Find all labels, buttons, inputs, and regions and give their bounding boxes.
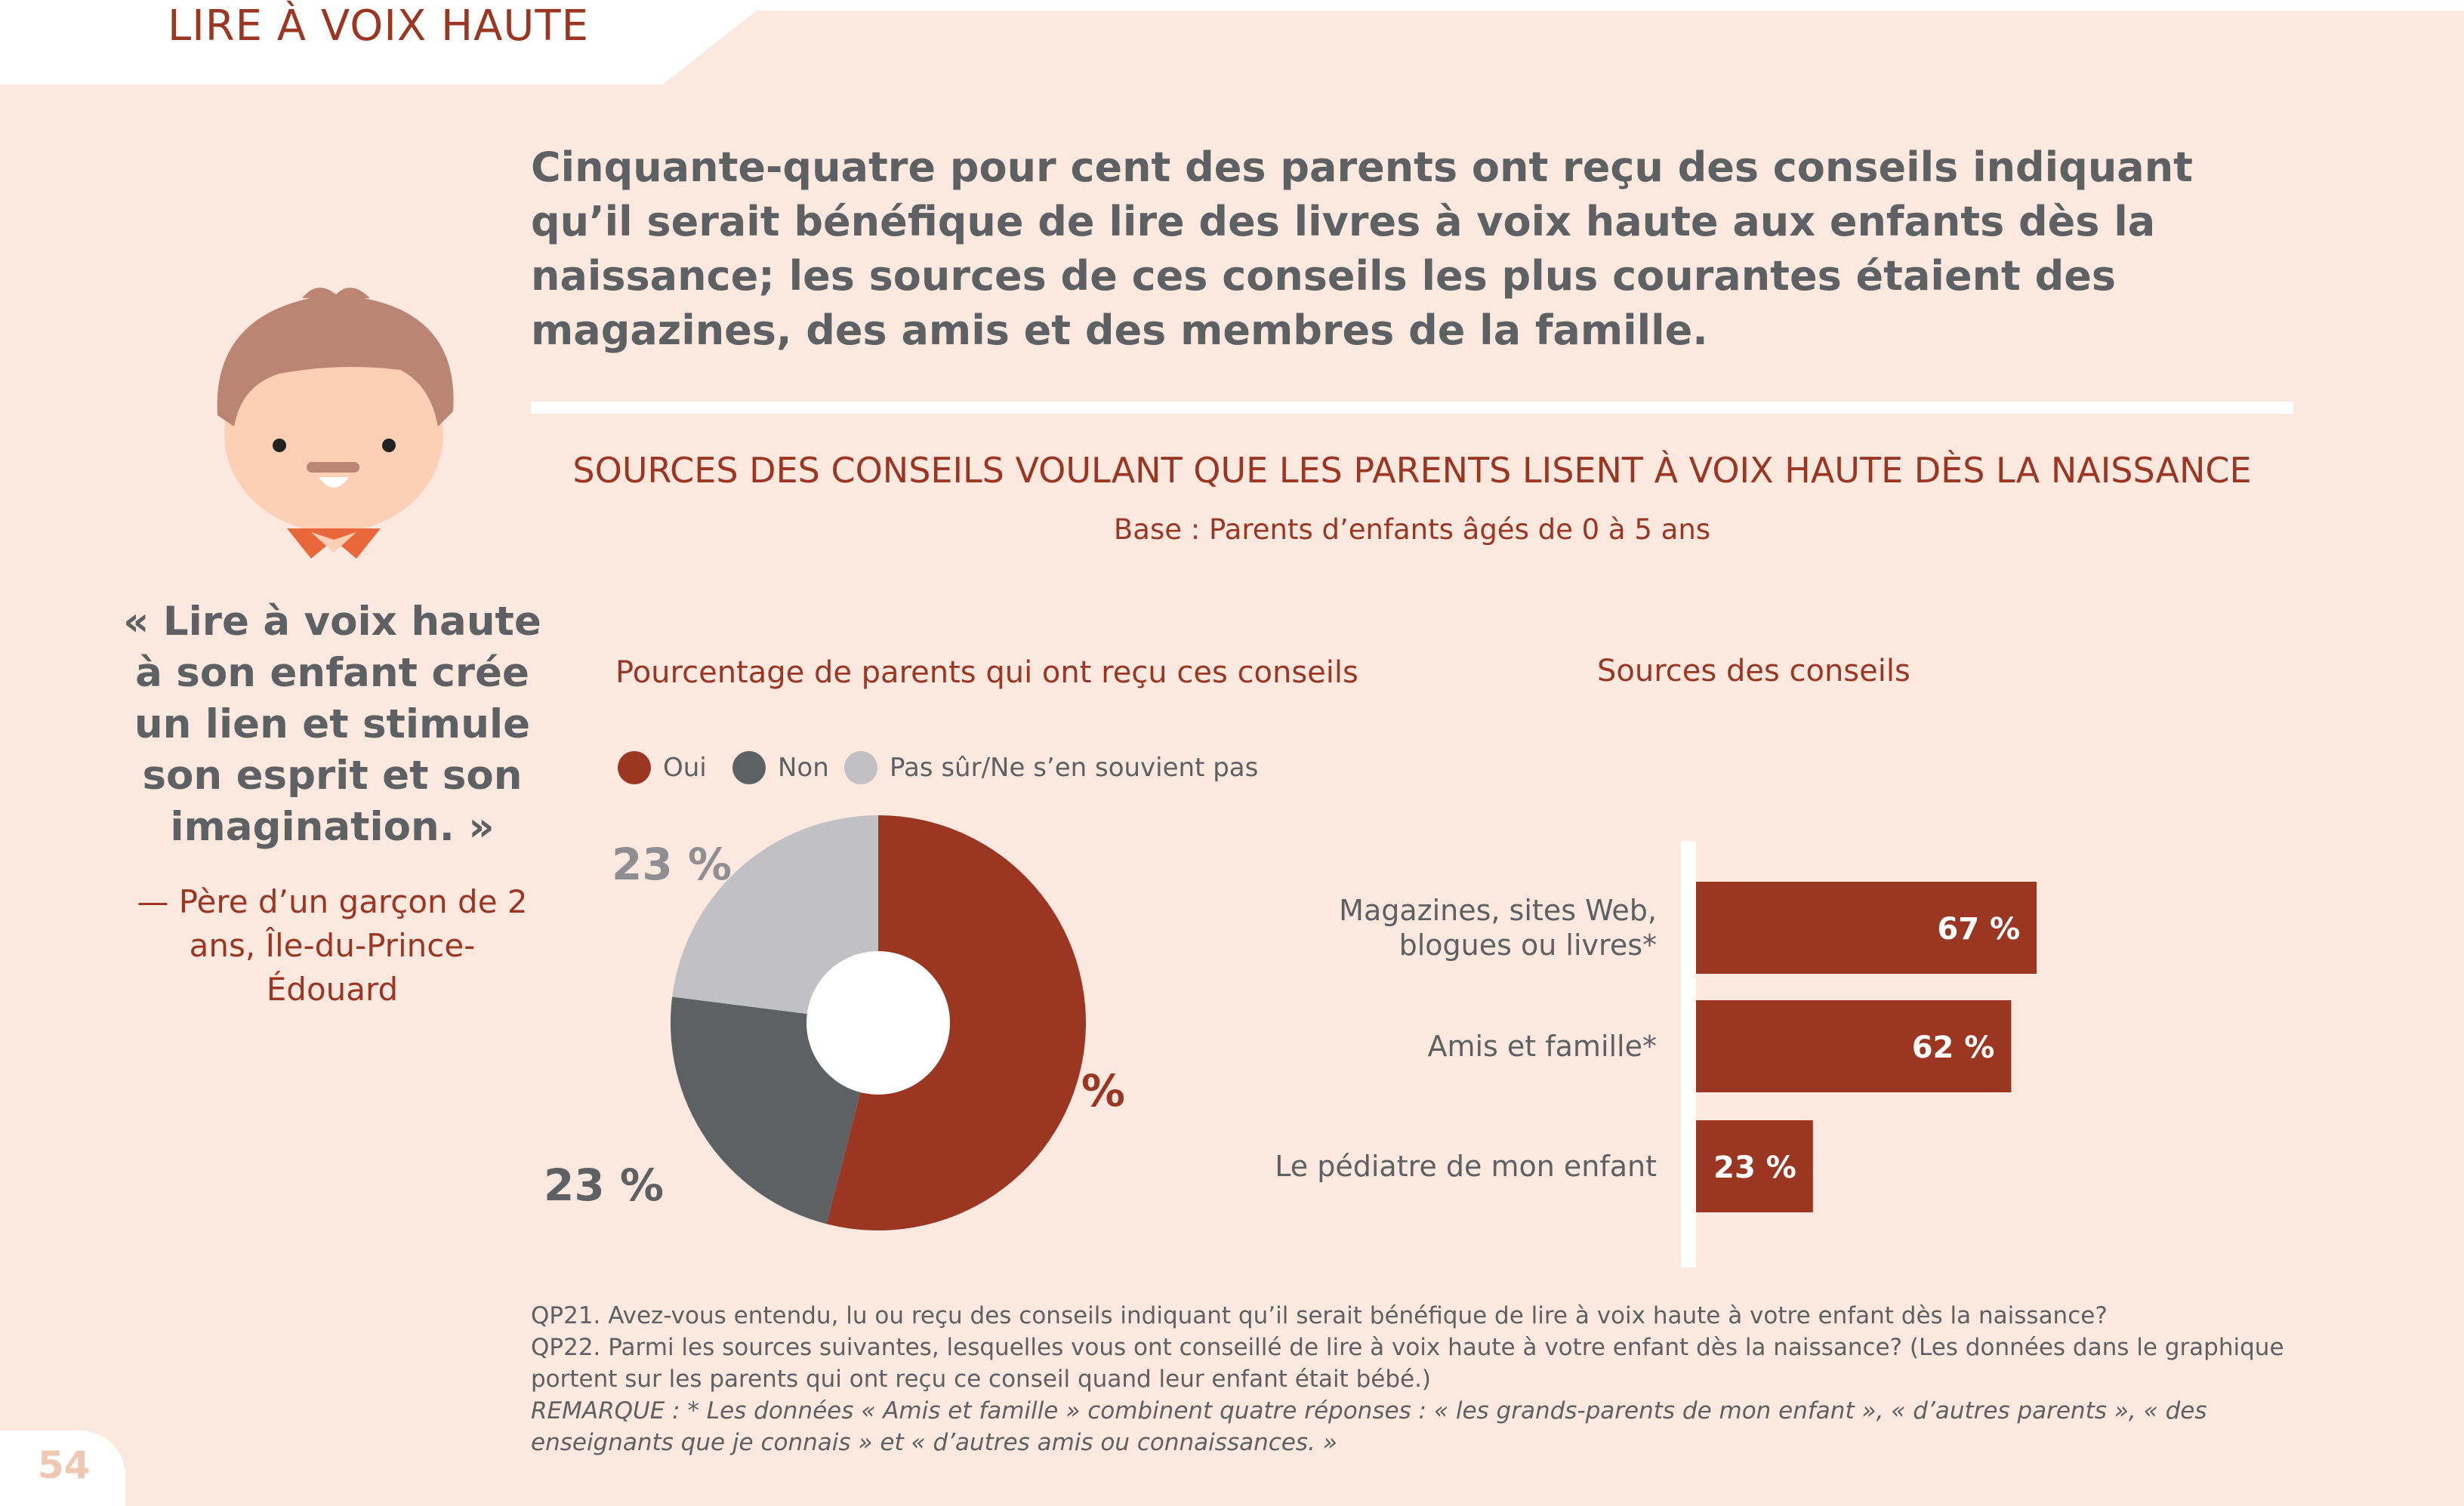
father-avatar-icon <box>217 288 454 559</box>
bar-2 <box>1696 1000 2012 1092</box>
smile <box>319 477 349 488</box>
legend-item-non: Non <box>732 750 829 786</box>
left-eye <box>273 439 286 452</box>
face-shape <box>224 336 443 532</box>
legend-dot-non <box>732 751 766 784</box>
bar-1 <box>1696 882 2037 974</box>
bar-chart: 67 % Magazines, sites Web, blogues ou livr… <box>1275 882 2037 1212</box>
legend-label-non: Non <box>778 753 829 783</box>
page-number: 54 <box>38 1443 91 1487</box>
chart-base: Base : Parents d’enfants âgés de 0 à 5 a… <box>1113 513 1711 546</box>
hair-shape <box>217 294 454 427</box>
donut-chart: 54 % 23 % 23 % <box>544 815 1125 1230</box>
legend-item-pas-sur: Pas sûr/Ne s’en souvient pas <box>844 750 1258 786</box>
bar-category-label-1: Magazines, sites Web, blogues ou livres* <box>1339 894 1657 962</box>
legend-item-oui: Oui <box>618 750 707 786</box>
bar-3 <box>1696 1120 1813 1212</box>
neck <box>311 532 356 553</box>
page-number-tab <box>0 1431 125 1506</box>
legend-dot-pas-sur <box>844 751 877 784</box>
mustache <box>307 462 359 473</box>
divider-rule <box>531 402 2293 414</box>
legend-dot-oui <box>618 751 651 784</box>
donut-slice-pas-sur <box>672 815 878 1023</box>
right-eye <box>382 439 396 452</box>
quote-attribution: — Père d’un garçon de 2 ans, Île-du-Prin… <box>137 883 528 1008</box>
note-qp21: QP21. Avez-vous entendu, lu ou reçu des … <box>531 1302 2108 1329</box>
notes: QP21. Avez-vous entendu, lu ou reçu des … <box>531 1300 2298 1458</box>
bar-value-label-1: 67 % <box>1937 912 2020 947</box>
note-qp22: QP22. Parmi les sources suivantes, lesqu… <box>531 1334 2284 1393</box>
section-title: LIRE À VOIX HAUTE <box>168 2 589 51</box>
quote-text: « Lire à voix haute à son enfant crée un… <box>123 599 541 850</box>
bar-category-label-2: Amis et famille* <box>1427 1030 1657 1063</box>
note-remark: REMARQUE : * Les données « Amis et famil… <box>531 1397 2207 1456</box>
bar-category-label-3: Le pédiatre de mon enfant <box>1275 1150 1657 1183</box>
legend-label-oui: Oui <box>663 753 707 783</box>
donut-label-non: 23 % <box>544 1160 664 1211</box>
hair-tuft <box>302 288 370 298</box>
legend-label-pas-sur: Pas sûr/Ne s’en souvient pas <box>890 753 1259 783</box>
donut-label-oui: 54 % <box>1005 1065 1125 1116</box>
bar-value-label-3: 23 % <box>1713 1150 1796 1185</box>
intro-paragraph: Cinquante-quatre pour cent des parents o… <box>531 143 2193 354</box>
section-tab <box>0 0 770 85</box>
bars-title: Sources des conseils <box>1597 654 1910 688</box>
donut-hole <box>806 951 950 1095</box>
chart-title: SOURCES DES CONSEILS VOULANT QUE LES PAR… <box>572 450 2252 491</box>
bars-axis-line <box>1681 841 1696 1267</box>
bar-value-label-2: 62 % <box>1912 1030 1995 1065</box>
donut-slice-oui <box>826 815 1086 1230</box>
collar <box>287 528 381 559</box>
donut-title: Pourcentage de parents qui ont reçu ces … <box>615 655 1358 690</box>
donut-label-pas-sur: 23 % <box>612 839 732 890</box>
